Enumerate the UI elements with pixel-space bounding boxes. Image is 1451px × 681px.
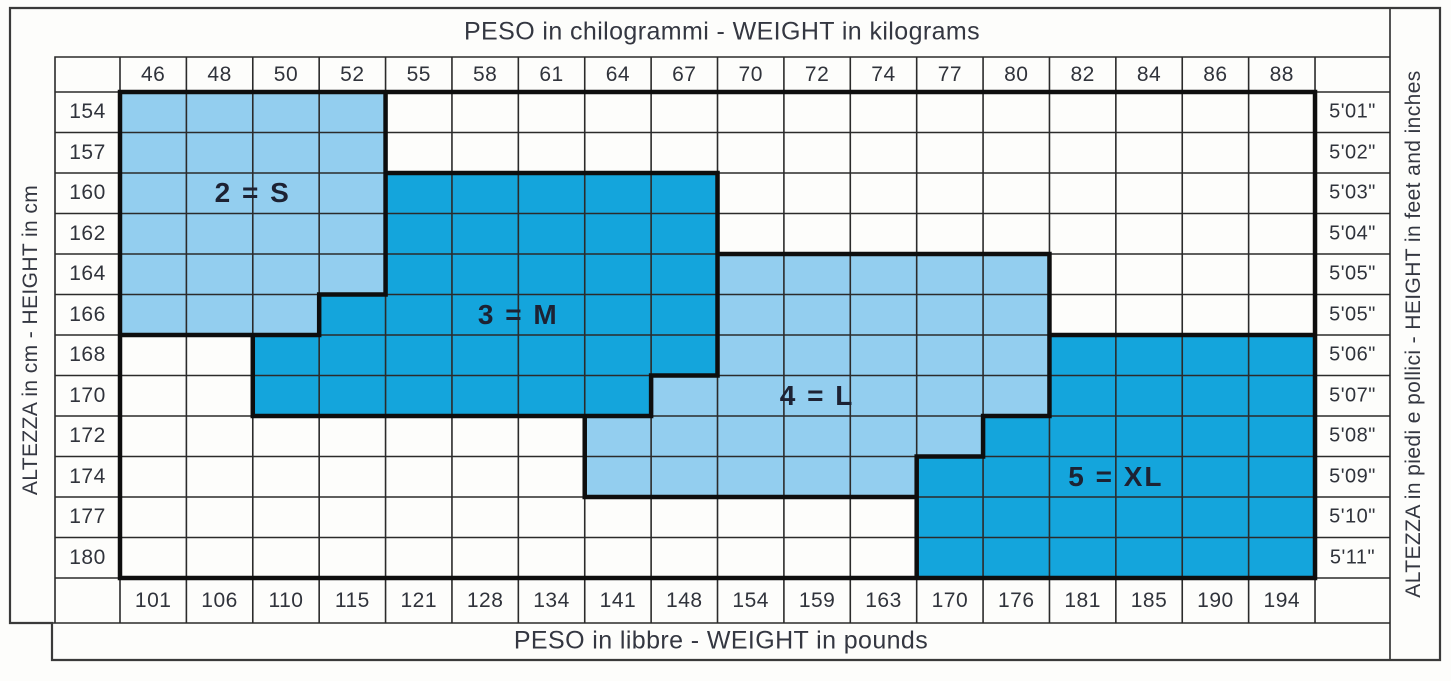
weight-kg-value: 88 <box>1269 62 1294 86</box>
top-header: PESO in chilogrammi - WEIGHT in kilogram… <box>463 17 981 46</box>
weight-lb-value: 134 <box>533 588 570 612</box>
weight-kg-value: 46 <box>141 62 166 86</box>
weight-lb-value: 110 <box>268 588 304 612</box>
left-axis-label: ALTEZZA in cm - HEIGHT in cm <box>19 184 42 496</box>
height-ftin-value: 5'05" <box>1329 303 1376 326</box>
height-ftin-value: 5'04" <box>1329 222 1376 245</box>
weight-lb-value: 148 <box>666 588 703 612</box>
weight-kg-value: 55 <box>406 62 431 86</box>
height-cm-value: 166 <box>69 302 106 326</box>
outer-border <box>8 6 1442 662</box>
weight-lb-value: 176 <box>997 588 1035 612</box>
weight-kg-value: 70 <box>738 62 763 86</box>
height-ftin-value: 5'10" <box>1329 505 1376 528</box>
height-cm-value: 162 <box>69 221 106 245</box>
weight-lb-value: 101 <box>134 588 172 612</box>
weight-lb-value: 141 <box>599 588 637 612</box>
height-ftin-value: 5'09" <box>1329 465 1376 488</box>
right-axis-label: ALTEZZA in piedi e pollici - HEIGHT in f… <box>1402 70 1425 598</box>
weight-kg-value: 80 <box>1004 62 1029 86</box>
height-cm-value: 177 <box>69 505 106 529</box>
weight-kg-value: 82 <box>1070 62 1095 86</box>
weight-lb-value: 170 <box>931 588 969 612</box>
height-cm-value: 164 <box>69 262 106 286</box>
weight-lb-value: 194 <box>1263 588 1301 612</box>
weight-lb-value: 154 <box>732 588 769 612</box>
height-ftin-value: 5'11" <box>1329 546 1376 569</box>
height-ftin-value: 5'01" <box>1329 100 1376 123</box>
weight-kg-value: 64 <box>605 62 631 86</box>
height-cm-value: 160 <box>69 181 106 205</box>
weight-kg-value: 50 <box>273 62 299 86</box>
weight-lb-value: 121 <box>400 588 438 612</box>
weight-kg-value: 74 <box>871 62 896 86</box>
weight-kg-value: 77 <box>937 62 963 86</box>
weight-kg-value: 61 <box>539 62 564 86</box>
weight-lb-value: 128 <box>466 588 504 612</box>
weight-lb-value: 163 <box>865 588 902 612</box>
size-region-borders <box>117 89 1318 581</box>
size-region-label-l: 4 = L <box>779 379 855 411</box>
size-region-label-xl: 5 = XL <box>1068 460 1164 492</box>
weight-kg-value: 48 <box>207 62 232 86</box>
height-ftin-value: 5'03" <box>1329 181 1376 204</box>
height-cm-value: 170 <box>69 383 106 407</box>
weight-lb-value: 190 <box>1197 588 1234 612</box>
weight-lb-value: 185 <box>1130 588 1168 612</box>
height-cm-value: 154 <box>69 100 106 124</box>
bottom-header: PESO in libbre - WEIGHT in pounds <box>513 626 929 655</box>
weight-kg-value: 72 <box>804 62 830 86</box>
height-ftin-value: 5'02" <box>1329 141 1376 164</box>
size-region-light-cells <box>120 92 1050 497</box>
weight-lb-value: 159 <box>798 588 836 612</box>
weight-kg-value: 52 <box>340 62 365 86</box>
height-cm-value: 180 <box>69 545 106 569</box>
weight-lb-value: 115 <box>334 588 370 612</box>
weight-kg-value: 58 <box>472 62 498 86</box>
weight-lb-value: 106 <box>201 588 238 612</box>
weight-kg-value: 67 <box>672 62 697 86</box>
height-ftin-value: 5'08" <box>1329 424 1376 447</box>
height-cm-value: 174 <box>69 464 106 488</box>
size-region-label-s: 2 = S <box>214 177 291 209</box>
weight-lb-value: 181 <box>1064 588 1101 612</box>
height-ftin-value: 5'06" <box>1329 343 1376 366</box>
height-cm-value: 157 <box>69 140 106 164</box>
weight-kg-value: 84 <box>1136 62 1162 86</box>
size-region-label-m: 3 = M <box>477 298 559 330</box>
height-ftin-value: 5'05" <box>1329 262 1376 285</box>
weight-kg-value: 86 <box>1203 62 1228 86</box>
height-ftin-value: 5'07" <box>1329 384 1376 407</box>
height-cm-value: 172 <box>69 424 106 448</box>
height-cm-value: 168 <box>69 343 106 367</box>
